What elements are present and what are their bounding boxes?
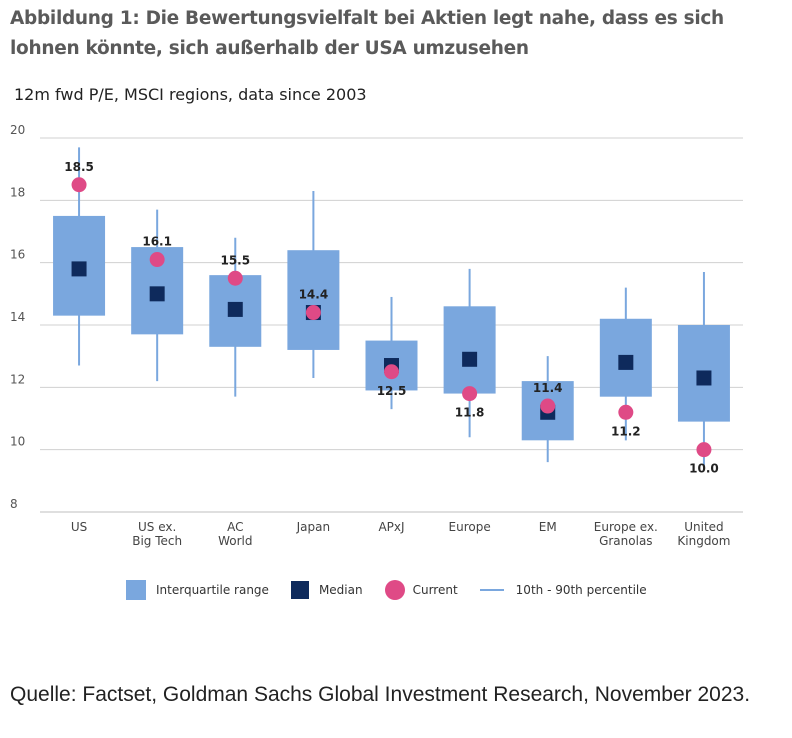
median-marker (618, 354, 634, 370)
current-marker (149, 252, 165, 268)
x-category-label: Europe (449, 520, 491, 534)
current-marker (384, 364, 399, 380)
current-value-label: 11.4 (533, 381, 563, 395)
current-value-label: 18.5 (64, 160, 94, 174)
legend-swatch-iqr (126, 580, 146, 600)
median-marker (696, 370, 712, 386)
current-value-label: 15.5 (220, 253, 250, 267)
median-marker (462, 351, 478, 367)
median-marker (227, 301, 243, 317)
legend-swatch-percentile (479, 589, 504, 591)
current-marker (71, 177, 87, 193)
legend-item-percentile: 10th - 90th percentile (479, 583, 647, 597)
x-category-label: EM (539, 520, 557, 534)
figure-title: Abbildung 1: Die Bewertungsvielfalt bei … (10, 8, 724, 59)
legend-label-percentile: 10th - 90th percentile (515, 583, 647, 597)
current-value-label: 12.5 (377, 384, 407, 398)
median-marker (149, 286, 165, 302)
x-category-label: United (684, 520, 723, 534)
chart-subtitle: 12m fwd P/E, MSCI regions, data since 20… (14, 85, 367, 104)
chart-area: 8 10 12 14 16 18 20 18.5 US 16.1 US ex.Big Tech 15.… (10, 123, 743, 548)
legend-label-current: Current (412, 583, 458, 597)
x-category-label: Kingdom (677, 534, 730, 548)
current-value-label: 11.2 (611, 424, 641, 438)
current-marker (540, 398, 556, 414)
median-marker (71, 261, 87, 277)
legend-item-median: Median (290, 581, 363, 599)
legend-swatch-median (290, 581, 309, 599)
x-category-label: Big Tech (132, 534, 182, 548)
x-category-label: Japan (296, 520, 330, 534)
y-tick-label: 12 (10, 372, 25, 386)
x-category-label: US (71, 520, 87, 534)
current-marker (227, 270, 243, 286)
iqr-box (287, 250, 340, 350)
y-tick-label: 14 (10, 310, 25, 324)
y-tick-label: 18 (10, 185, 25, 199)
x-category-label: APxJ (378, 520, 404, 534)
current-value-label: 11.8 (455, 406, 485, 420)
x-category-label: US ex. (138, 520, 176, 534)
chart-legend: Interquartile range Median Current 10th … (126, 580, 669, 600)
y-tick-label: 8 (10, 497, 18, 511)
iqr-box (443, 306, 496, 394)
y-tick-label: 10 (10, 435, 25, 449)
y-tick-label: 16 (10, 248, 25, 262)
current-marker (618, 404, 634, 420)
current-value-label: 14.4 (299, 288, 329, 302)
current-marker (462, 386, 478, 402)
source-note: Quelle: Factset, Goldman Sachs Global In… (10, 683, 751, 706)
legend-label-iqr: Interquartile range (156, 583, 269, 597)
legend-item-iqr: Interquartile range (126, 580, 269, 600)
x-category-label: Granolas (599, 534, 652, 548)
current-value-label: 10.0 (689, 462, 719, 476)
x-category-label: AC (227, 520, 243, 534)
legend-swatch-current (384, 580, 405, 600)
current-value-label: 16.1 (142, 235, 172, 249)
legend-item-current: Current (384, 580, 458, 600)
legend-label-median: Median (318, 583, 363, 597)
current-marker (305, 305, 321, 321)
y-tick-label: 20 (10, 123, 25, 137)
x-category-label: World (218, 534, 252, 548)
current-marker (696, 442, 712, 458)
x-category-label: Europe ex. (594, 520, 658, 534)
